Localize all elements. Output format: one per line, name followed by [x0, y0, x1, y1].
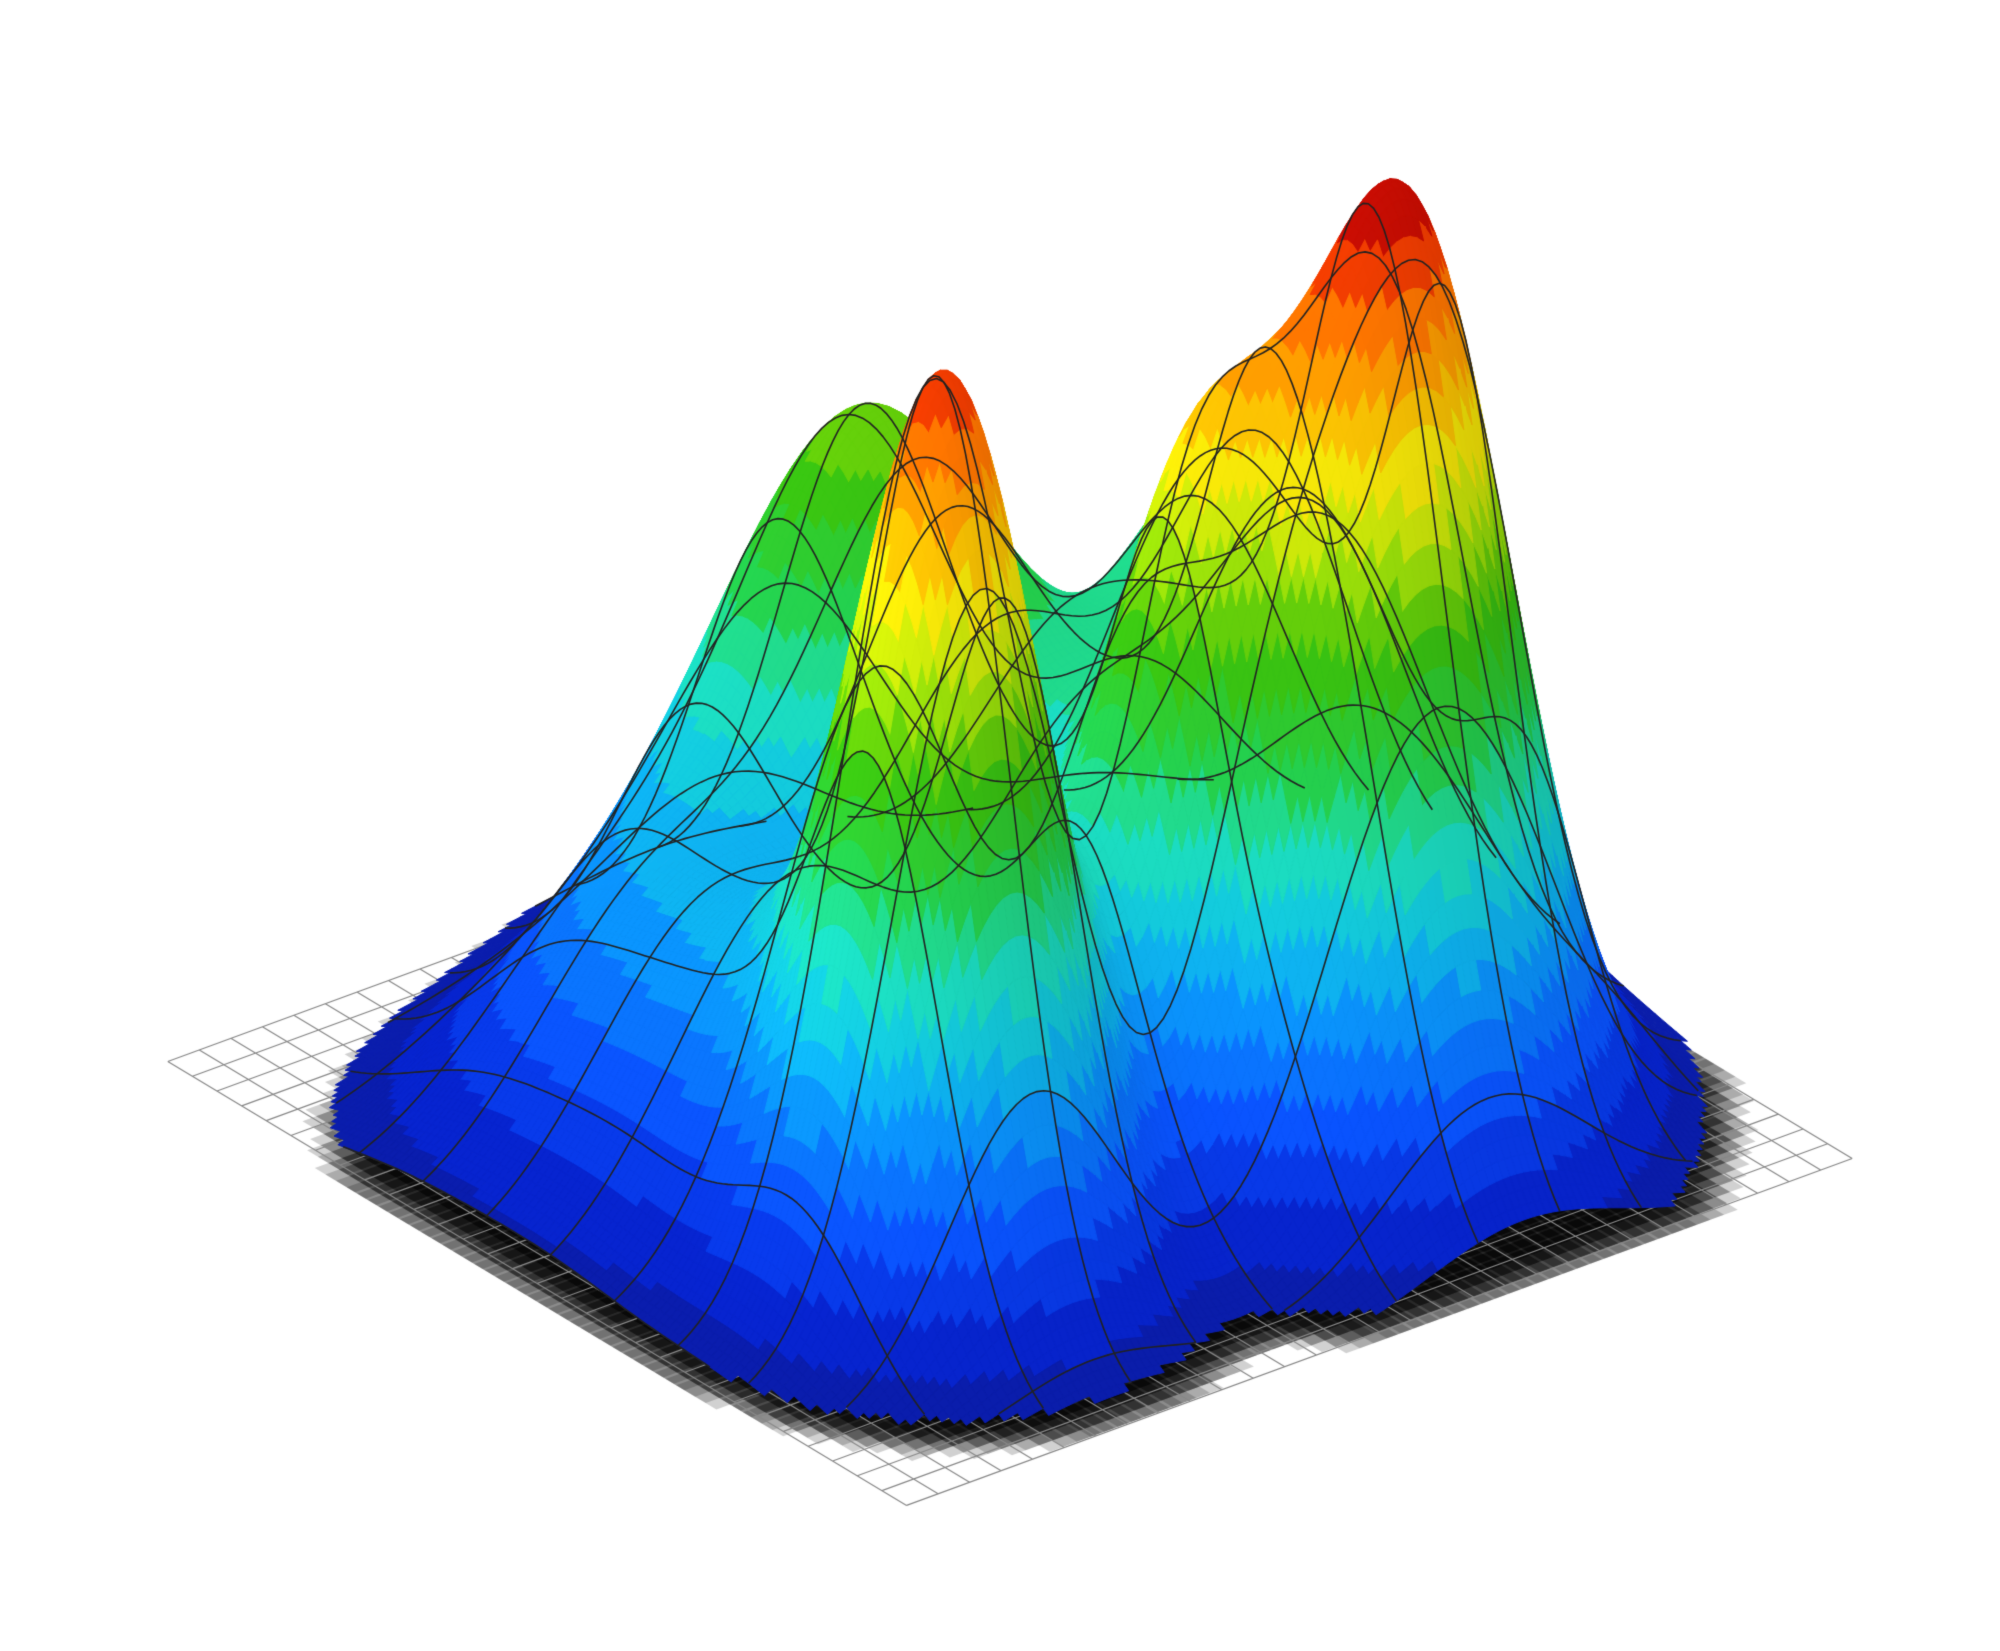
surface-plot-canvas: [0, 0, 2000, 1651]
surface-plot-container: [0, 0, 2000, 1651]
